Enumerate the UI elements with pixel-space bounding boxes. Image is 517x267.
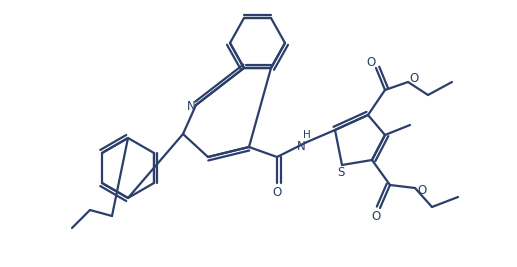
Text: O: O xyxy=(367,57,376,69)
Text: H: H xyxy=(303,130,311,140)
Text: O: O xyxy=(272,186,282,198)
Text: N: N xyxy=(187,100,195,112)
Text: O: O xyxy=(417,183,427,197)
Text: O: O xyxy=(409,73,419,85)
Text: O: O xyxy=(371,210,381,222)
Text: N: N xyxy=(297,140,306,154)
Text: S: S xyxy=(337,167,345,179)
